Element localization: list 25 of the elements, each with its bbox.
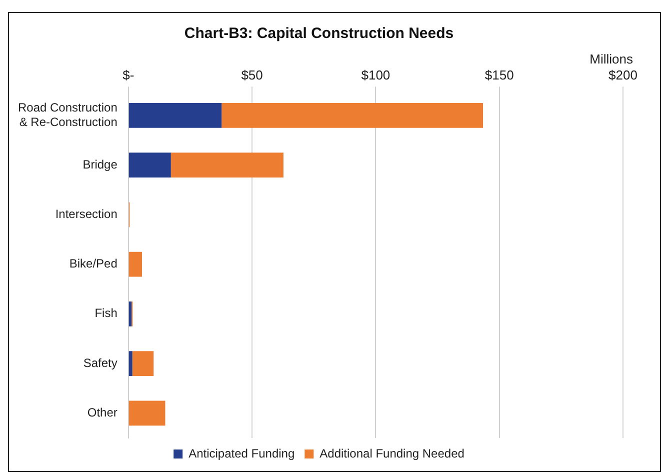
y-tick-label: Bike/Ped bbox=[69, 256, 118, 271]
bar bbox=[128, 252, 142, 277]
bar bbox=[128, 400, 166, 426]
y-tick-label: Bridge bbox=[82, 157, 118, 172]
y-tick-label: Other bbox=[87, 406, 118, 420]
chart-title: Chart-B3: Capital Construction Needs bbox=[184, 25, 454, 42]
bar bbox=[128, 103, 222, 128]
bar bbox=[170, 152, 284, 178]
legend-label: Additional Funding Needed bbox=[320, 446, 464, 460]
x-tick-label: $150 bbox=[484, 67, 514, 82]
y-tick-label: Safety bbox=[83, 356, 118, 370]
bar bbox=[128, 302, 132, 326]
y-tick-label: Intersection bbox=[55, 206, 118, 221]
bar bbox=[128, 351, 132, 376]
bar bbox=[132, 351, 154, 376]
y-tick-label: Fish bbox=[94, 306, 118, 320]
legend-label: Anticipated Funding bbox=[188, 446, 295, 460]
y-tick-label: Road Construction & Re-Construction bbox=[18, 100, 118, 129]
x-tick-label: $200 bbox=[608, 67, 638, 82]
bar bbox=[222, 103, 484, 128]
bar bbox=[128, 152, 171, 178]
x-tick-label: $- bbox=[122, 67, 134, 82]
x-tick-label: $50 bbox=[241, 67, 263, 82]
x-tick-label: $100 bbox=[361, 67, 390, 82]
x-axis-title: Millions bbox=[590, 52, 634, 67]
